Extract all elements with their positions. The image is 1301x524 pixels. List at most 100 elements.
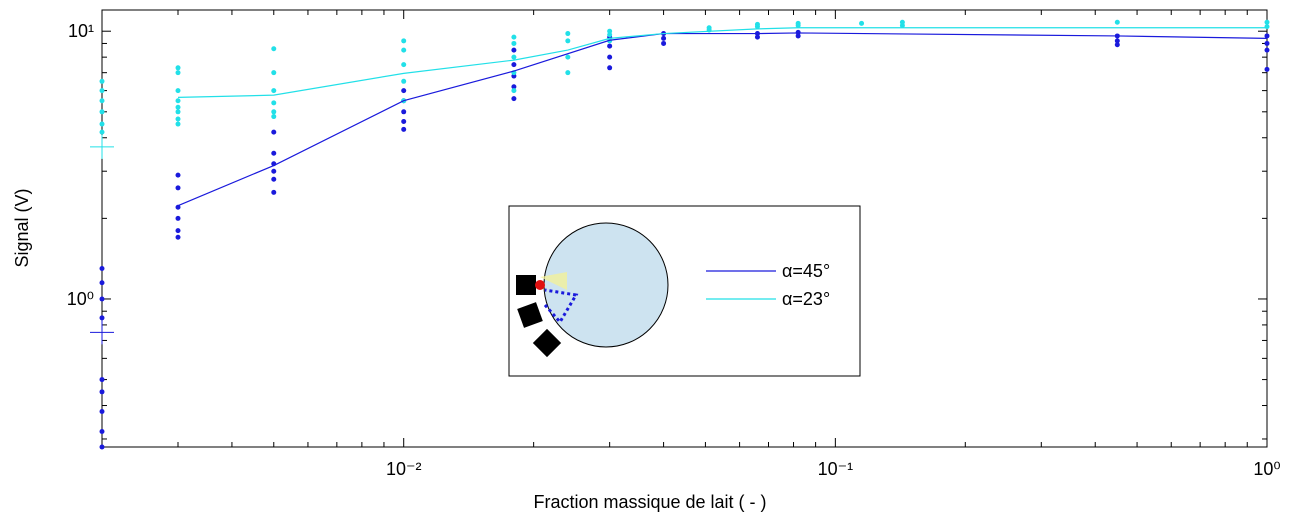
data-point [1264,24,1270,30]
data-point [99,408,105,414]
data-point [401,38,407,44]
legend-box [508,205,861,377]
data-point [795,33,801,39]
x-tick-label: 10⁻² [386,459,422,479]
series-line [177,27,1267,98]
data-point [401,62,407,68]
data-point [175,88,181,94]
data-point [1114,38,1120,44]
data-point [175,185,181,191]
diagram-beam [540,272,567,290]
data-point [511,40,517,46]
data-point [99,377,105,383]
data-point [271,129,277,135]
data-point [754,24,760,30]
data-point [99,109,105,115]
data-point [99,444,105,450]
data-point [175,172,181,178]
data-point [99,88,105,94]
data-point [175,116,181,122]
data-point [607,32,613,38]
data-point [565,31,571,37]
data-point [175,121,181,127]
diagram-dot [535,280,545,290]
data-point [99,315,105,321]
data-point [99,280,105,286]
data-point [271,70,277,76]
data-point [175,204,181,210]
data-point [565,38,571,44]
legend: α=45° α=23° [508,205,861,377]
data-point [565,54,571,60]
data-point [175,228,181,234]
y-tick-label: 10¹ [68,21,94,41]
data-point [271,109,277,115]
data-point [795,23,801,29]
data-point [1264,33,1270,39]
data-point [99,121,105,127]
x-tick-label: 10⁻¹ [818,459,854,479]
data-point [99,389,105,395]
data-point [99,265,105,271]
data-point [175,65,181,71]
data-point [175,98,181,104]
data-point [175,215,181,221]
data-point [99,129,105,135]
data-point [401,88,407,94]
data-point [99,428,105,434]
data-point [401,109,407,115]
data-point [271,189,277,195]
y-axis-label: Signal (V) [12,188,32,267]
cross-marker [90,134,114,159]
data-point [401,119,407,125]
data-point [99,78,105,84]
diagram-path [543,288,579,325]
data-point [1264,19,1270,25]
data-point [1114,42,1120,48]
data-point [175,234,181,240]
legend-label: α=45° [782,261,830,281]
data-point [511,62,517,68]
data-point [661,40,667,46]
diagram-detector [532,328,562,358]
data-point [401,126,407,132]
data-point [1264,40,1270,46]
data-point [607,54,613,60]
data-point [859,20,865,26]
data-point [899,23,905,29]
data-point [607,65,613,71]
data-point [511,84,517,90]
data-point [754,34,760,40]
data-point [175,104,181,110]
data-point [1114,19,1120,25]
data-point [607,28,613,34]
x-tick-label: 10⁰ [1253,459,1280,479]
series-line [177,32,1268,207]
data-point [607,43,613,49]
data-point [1264,47,1270,53]
data-point [565,70,571,76]
data-point [271,46,277,52]
data-point [271,88,277,94]
data-point [661,35,667,41]
data-point [511,34,517,40]
data-point [175,70,181,76]
data-point [511,88,517,94]
legend-label: α=23° [782,289,830,309]
data-point [271,100,277,106]
data-point [271,176,277,182]
data-point [175,109,181,115]
data-point [401,78,407,84]
data-point [511,54,517,60]
data-point [271,150,277,156]
diagram-detector [517,302,543,328]
data-point [511,96,517,102]
data-point [271,114,277,120]
x-axis-label: Fraction massique de lait ( - ) [533,492,766,512]
data-point [1264,66,1270,72]
data-point [99,98,105,104]
data-point [511,47,517,53]
data-point [271,168,277,174]
